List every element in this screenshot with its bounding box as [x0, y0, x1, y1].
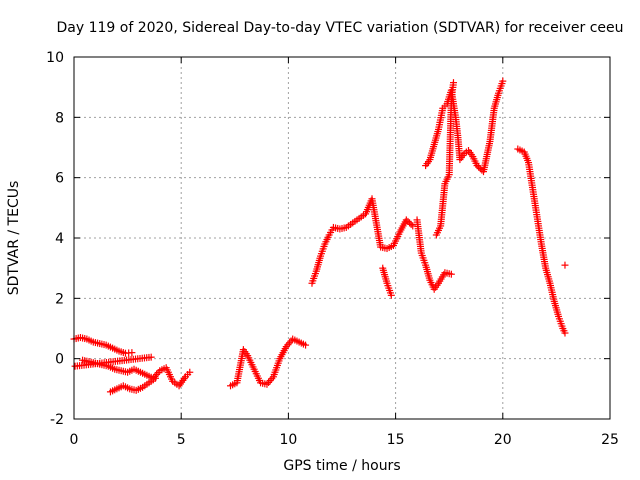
- x-tick-labels: 0 5 10 15 20 25: [70, 432, 619, 448]
- data-point-afternoon-rise: [409, 222, 417, 230]
- data-point-upper-branch-17: [499, 77, 507, 85]
- y-tick-label: 0: [55, 352, 64, 368]
- x-tick-label: 10: [279, 432, 297, 448]
- data-points: [70, 77, 569, 396]
- data-point-afternoon-rise: [404, 217, 412, 225]
- data-point-dip-near-16: [447, 270, 455, 278]
- grid-lines: [74, 57, 610, 419]
- y-tick-label: 4: [55, 231, 64, 247]
- data-point-upper-branch-17: [476, 165, 484, 173]
- data-point-middle-early: [186, 368, 194, 376]
- data-point-lower-branch-17: [449, 79, 457, 87]
- x-tick-label: 15: [387, 432, 405, 448]
- y-tick-label: 6: [55, 171, 64, 187]
- y-tick-label: 8: [55, 110, 64, 126]
- x-tick-label: 25: [601, 432, 619, 448]
- data-point-mid-day: [302, 341, 310, 349]
- data-point-lower-early: [151, 374, 159, 382]
- data-point-late-decline: [561, 329, 569, 337]
- data-point-upper-branch-17: [473, 162, 481, 170]
- x-tick-label: 0: [70, 432, 79, 448]
- x-axis-label: GPS time / hours: [283, 458, 400, 474]
- y-axis-label: SDTVAR / TECUs: [6, 181, 22, 296]
- y-tick-label: 10: [46, 50, 64, 66]
- data-point-upper-early: [128, 349, 136, 357]
- data-point-descent-branch: [387, 291, 395, 299]
- x-tick-label: 20: [494, 432, 512, 448]
- data-point-isolated-late: [561, 261, 569, 269]
- chart-title: Day 119 of 2020, Sidereal Day-to-day VTE…: [56, 20, 623, 36]
- data-point-afternoon-rise: [407, 220, 415, 228]
- y-tick-label: -2: [50, 412, 64, 428]
- data-point-afternoon-rise: [402, 216, 410, 224]
- x-tick-label: 5: [177, 432, 186, 448]
- axis-ticks: [73, 56, 611, 420]
- y-tick-labels: -2 0 2 4 6 8 10: [46, 50, 64, 428]
- y-tick-label: 2: [55, 291, 64, 307]
- data-point-afternoon-rise: [406, 219, 414, 227]
- data-point-isolated-start: [147, 353, 155, 361]
